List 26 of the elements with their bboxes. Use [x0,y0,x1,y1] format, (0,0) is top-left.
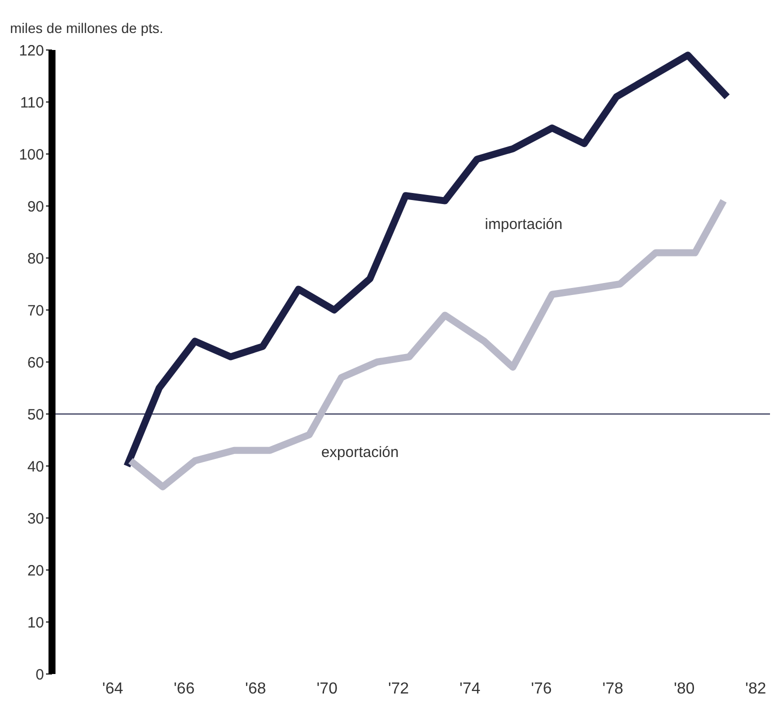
x-tick-label: '72 [388,680,410,698]
y-tick-label: 40 [27,458,44,476]
y-tick-label: 10 [27,614,44,632]
y-tick-label: 60 [27,354,44,372]
y-tick-label: 70 [27,302,44,320]
x-tick-label: '68 [245,680,266,698]
y-tick-label: 0 [36,666,44,684]
series-label: exportación [321,444,399,461]
y-tick-label: 100 [18,146,44,164]
y-tick-label: 20 [27,562,44,580]
x-tick-label: '70 [316,680,338,698]
x-tick-label: '76 [530,680,552,698]
x-tick-label: '82 [745,680,766,698]
y-tick-label: 90 [27,198,44,216]
y-tick-label: 30 [27,510,44,528]
y-axis-title: miles de millones de pts. [10,20,164,36]
y-tick-label: 110 [20,94,44,112]
x-tick-label: '66 [174,680,195,698]
y-tick-label: 80 [27,250,44,268]
x-tick-label: '80 [674,680,695,698]
x-tick-label: '78 [602,680,624,698]
text: importación [484,216,562,233]
x-tick-label: '74 [460,680,480,698]
x-tick-label: '64 [102,680,124,698]
y-tick-label: 120 [18,42,44,60]
y-tick-label: 50 [27,406,44,424]
